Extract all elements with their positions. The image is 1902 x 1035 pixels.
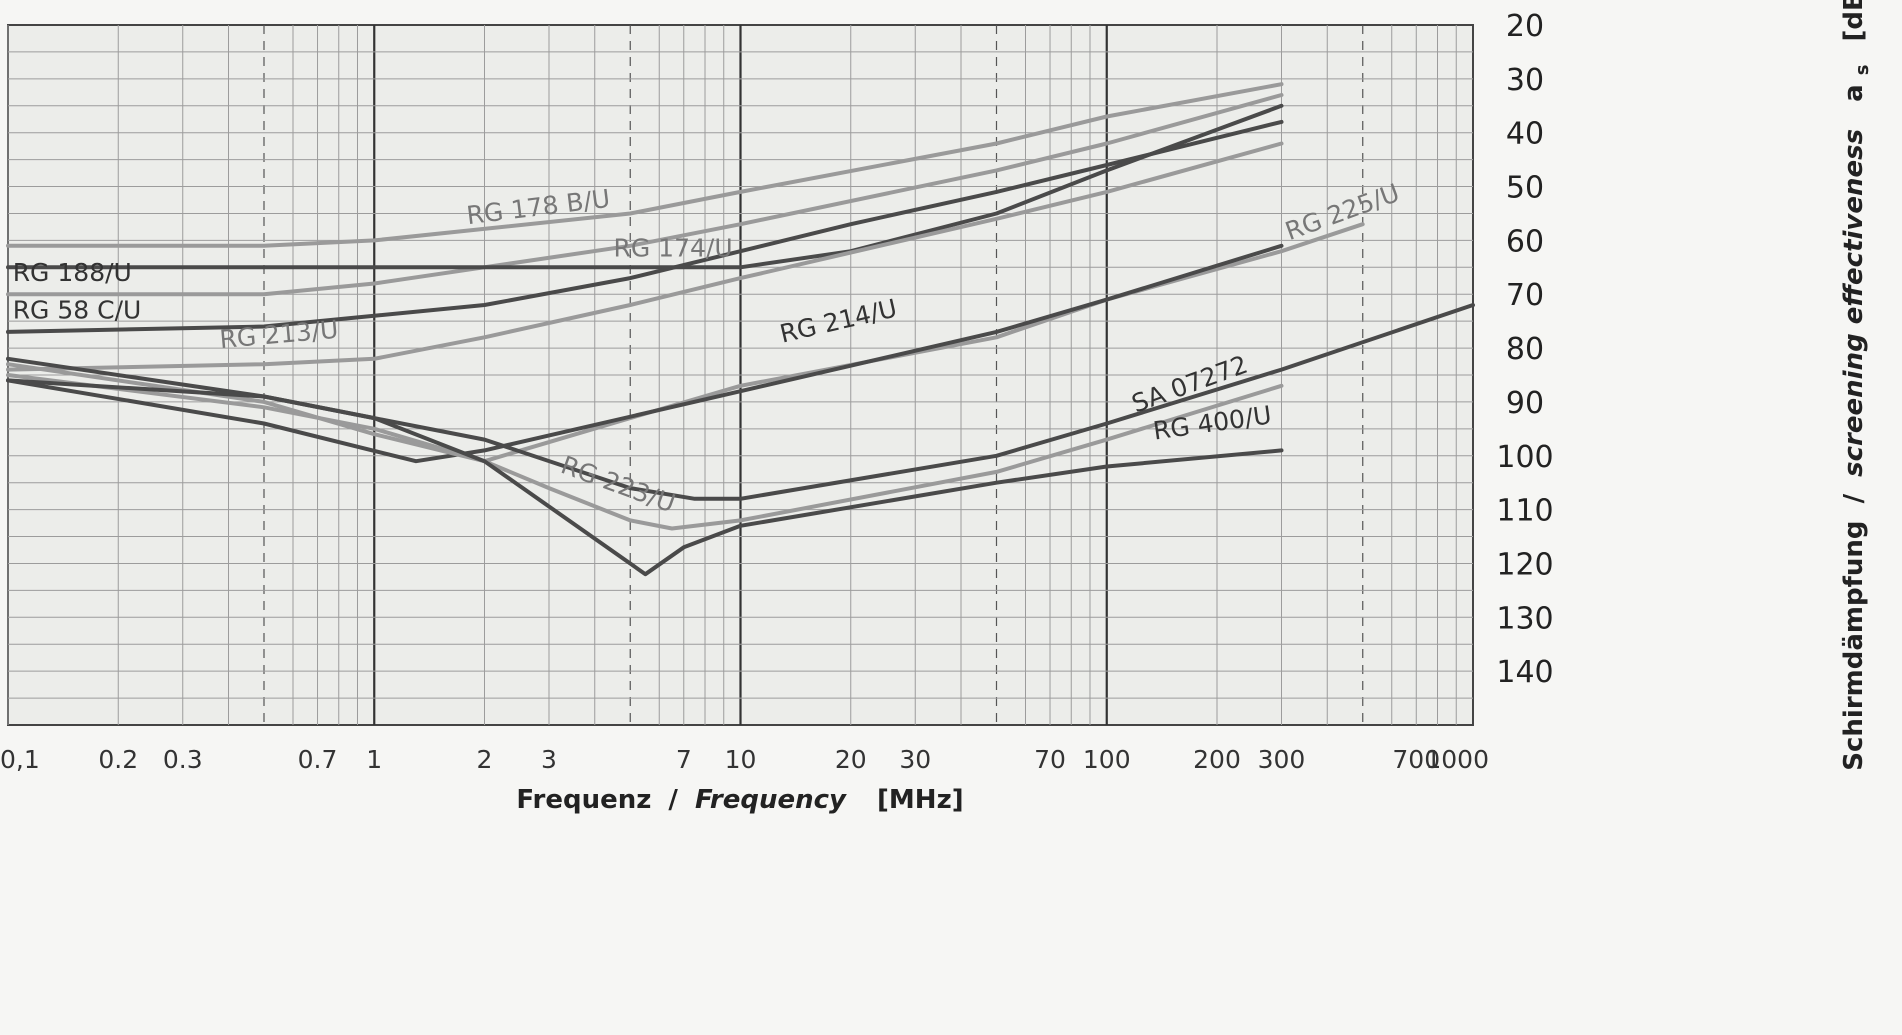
x-tick-label: 3	[541, 745, 557, 774]
y-axis-title-sep: /	[1839, 493, 1869, 503]
y-tick-label: 50	[1506, 171, 1544, 206]
series-label: RG 188/U	[13, 258, 132, 287]
x-tick-label: 20	[835, 745, 867, 774]
y-axis-title-en: screening effectiveness	[1839, 129, 1869, 477]
series-label: RG 174/U	[613, 234, 732, 263]
y-tick-label: 40	[1506, 117, 1544, 152]
x-tick-label: 30	[899, 745, 931, 774]
y-tick-label: 70	[1506, 278, 1544, 313]
y-axis-unit: [dB]	[1839, 0, 1869, 41]
x-tick-label: 7	[676, 745, 692, 774]
series-line	[6, 103, 1284, 270]
series-line	[6, 93, 1284, 297]
y-tick-label: 140	[1496, 655, 1553, 690]
y-tick-label: 60	[1506, 224, 1544, 259]
y-axis-title-de: Schirmdämpfung	[1839, 520, 1869, 770]
x-tick-label: 0.3	[163, 745, 203, 774]
x-tick-label: 0,1	[0, 745, 40, 774]
series-line	[6, 243, 1284, 464]
y-tick-label: 30	[1506, 63, 1544, 98]
series-label: RG 58 C/U	[13, 295, 142, 324]
y-tick-label: 20	[1506, 9, 1544, 44]
y-tick-label: 120	[1496, 547, 1553, 582]
x-tick-label: 70	[1034, 745, 1066, 774]
x-axis-title-sep: /	[668, 785, 678, 815]
y-axis-symbol: a	[1839, 84, 1869, 102]
x-axis-unit: [MHz]	[877, 785, 964, 815]
y-tick-label: 110	[1496, 494, 1553, 529]
x-axis-title-en: Frequency	[695, 785, 847, 815]
y-axis-title: Schirmdämpfung / screening effectiveness…	[1839, 0, 1875, 771]
x-tick-label: 10	[725, 745, 757, 774]
x-tick-label: 2	[477, 745, 493, 774]
x-tick-label: 0.7	[298, 745, 338, 774]
y-tick-label: 100	[1496, 440, 1553, 475]
y-tick-label: 90	[1506, 386, 1544, 421]
series-lines	[6, 82, 1475, 577]
x-tick-label: 1	[366, 745, 382, 774]
x-tick-label: 100	[1083, 745, 1131, 774]
x-tick-label: 700	[1392, 745, 1440, 774]
series-line	[6, 82, 1284, 248]
series-line	[6, 362, 1284, 531]
series-line	[6, 378, 1284, 577]
series-line	[6, 141, 1284, 372]
x-axis-title-de: Frequenz	[516, 785, 651, 815]
grid	[7, 25, 1473, 725]
x-tick-label: 300	[1258, 745, 1306, 774]
x-tick-label: 1000	[1425, 745, 1489, 774]
y-tick-labels: 20 30 40 50 60 70 80 90 100 110 120 130 140	[1496, 9, 1553, 690]
y-axis-symbol-subscript: s	[1852, 65, 1873, 76]
x-tick-label: 0.2	[98, 745, 138, 774]
x-tick-label: 200	[1193, 745, 1241, 774]
series-line	[6, 119, 1284, 334]
y-tick-label: 130	[1496, 601, 1553, 636]
x-axis-title: Frequenz / Frequency [MHz]	[516, 785, 963, 815]
y-tick-label: 80	[1506, 332, 1544, 367]
